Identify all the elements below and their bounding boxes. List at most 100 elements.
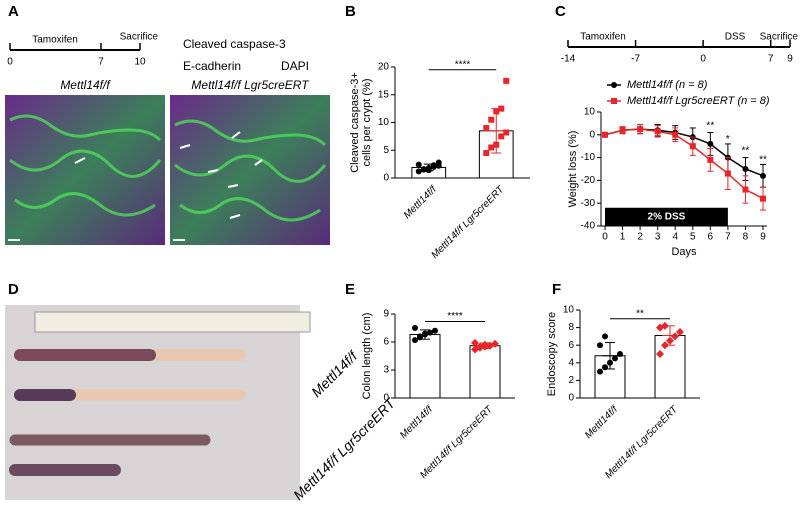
legend-label: Mettl14f/f (n = 8) [627,79,708,91]
y-axis-label: cells per crypt (%) [361,78,373,166]
data-point [597,342,603,349]
timeline-phase: DSS [725,32,746,43]
data-point [742,186,749,193]
panel-label: A [8,3,19,20]
data-point [488,116,495,123]
timeline-phase: Sacrifice [120,32,159,43]
data-point [471,338,479,347]
x-tick-label: 3 [655,232,661,243]
data-point [412,337,418,344]
annotation: ** [742,145,750,156]
data-point [676,328,684,336]
timeline-phase: Tamoxifen [32,35,78,46]
data-point [415,161,422,168]
y-tick-label: 5 [383,145,389,156]
y-axis-label: Colon length (cm) [361,313,373,400]
significance-label: ** [636,308,644,319]
x-tick-label: Mettl14f/f [398,403,436,441]
data-point [435,159,442,166]
annotation: ** [759,155,767,166]
y-tick-label: -40 [581,221,596,232]
data-point [612,355,618,362]
data-point [602,333,608,340]
y-tick-label: 8 [568,322,574,333]
data-point [742,166,749,172]
y-tick-label: -20 [581,175,596,186]
y-tick-label: 10 [584,107,596,118]
data-point [415,168,422,175]
series-line [604,128,764,177]
x-tick-label: 4 [672,232,678,243]
panel-label: E [345,281,355,298]
y-tick-label: 10 [563,305,575,316]
panel-label: F [552,281,561,298]
y-tick-label: 0 [383,173,389,184]
data-point [432,327,438,334]
data-point [671,332,679,341]
bar [409,334,441,399]
y-axis-label: Cleaved caspase-3+ [349,72,361,173]
sample-label: Mettl14f/f [308,347,362,401]
data-point [724,170,731,177]
x-tick-label: Mettl14f/f [402,183,440,221]
data-point [689,143,696,150]
significance-label: **** [447,311,463,322]
arrows [74,131,263,219]
series-line [604,128,764,200]
x-tick-label: 5 [690,232,696,243]
data-point [498,133,505,140]
x-tick-label: 9 [760,232,766,243]
y-tick-label: 0 [383,393,389,404]
data-point [483,150,490,157]
x-tick-label: 1 [620,232,626,243]
y-tick-label: 0 [568,393,574,404]
y-tick-label: 10 [378,117,390,128]
tissue-texture [9,114,327,222]
annotation: ** [706,120,714,131]
annotation: * [726,134,730,145]
treatment-span [605,207,728,226]
y-tick-label: 9 [383,309,389,320]
y-tick-label: 15 [378,89,390,100]
y-tick-label: 4 [568,357,574,368]
significance-label: **** [455,59,471,70]
timeline-tick-label: 7 [768,54,774,65]
y-tick-label: -30 [581,198,596,209]
data-point [503,129,510,136]
data-point [488,144,495,151]
stain-label: DAPI [281,59,309,73]
x-tick-label: 8 [743,232,749,243]
stain-label: Cleaved caspase-3 [183,37,286,51]
data-point [602,131,608,138]
y-tick-label: 3 [383,365,389,376]
x-tick-label: Mettl14f/f Lgr5creERT [429,184,506,261]
timeline-tick-label: 7 [98,57,104,68]
y-tick-label: -10 [581,152,596,163]
x-axis-label: Days [671,246,697,258]
data-point [656,350,664,358]
y-axis-label: Weight loss (%) [567,131,579,208]
bar [469,345,501,399]
x-tick-label: 2 [637,232,643,243]
span-label: 2% DSS [648,212,686,223]
data-point [617,351,623,357]
timeline-tick-label: 9 [787,54,793,65]
ruler [34,311,311,333]
sample-label: Mettl14f/f Lgr5creERT [290,394,399,503]
data-point [637,126,644,133]
timeline-phase: Sacrifice [760,32,799,43]
timeline-tick-label: 0 [700,54,706,65]
data-point [619,127,626,134]
stain-label: E-cadherin [183,59,241,73]
image-title: Mettl14f/f [60,78,111,92]
y-tick-label: 0 [589,129,595,140]
data-point [760,172,766,179]
data-point [760,195,766,202]
y-tick-label: 6 [568,340,574,351]
timeline-tick-label: -14 [561,54,576,65]
timeline-tick-label: 0 [7,57,13,68]
x-tick-label: Mettl14f/f [583,403,621,441]
timeline-tick-label: 10 [134,57,146,68]
data-point [611,82,617,88]
